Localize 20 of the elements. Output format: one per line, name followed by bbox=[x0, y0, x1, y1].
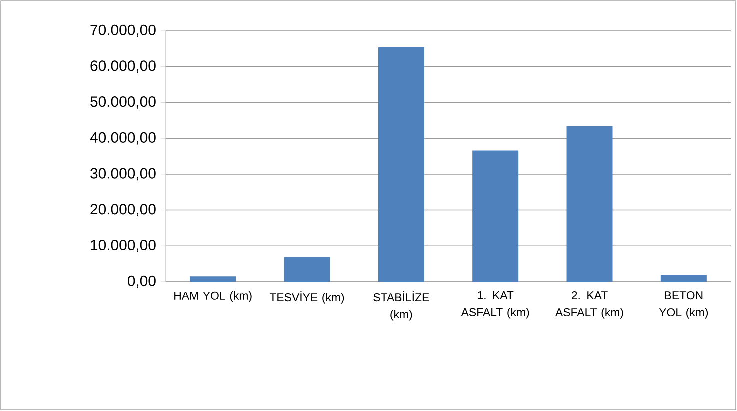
y-tick-label: 40.000,00 bbox=[90, 132, 156, 145]
bar bbox=[190, 276, 236, 282]
x-tick-label: 1. KAT ASFALT (km) bbox=[461, 292, 530, 319]
bar bbox=[660, 275, 707, 282]
y-tick-label: 70.000,00 bbox=[90, 24, 156, 38]
y-tick-label: 10.000,00 bbox=[91, 240, 156, 252]
y-tick-label: 60.000,00 bbox=[90, 60, 156, 74]
bar bbox=[566, 126, 613, 282]
y-tick-label: 30.000,00 bbox=[90, 168, 156, 181]
bar bbox=[378, 47, 424, 282]
x-tick-label: TESVİYE (km) bbox=[270, 292, 344, 304]
y-tick-label: 20.000,00 bbox=[90, 204, 156, 216]
bar bbox=[472, 150, 519, 282]
y-tick-label: 0,00 bbox=[128, 276, 156, 288]
y-tick-label: 50.000,00 bbox=[90, 96, 156, 109]
x-tick-label: STABİLİZE (km) bbox=[374, 292, 430, 321]
x-tick-label: HAM YOL (km) bbox=[174, 292, 252, 302]
x-tick-label: BETON YOL (km) bbox=[659, 292, 708, 319]
x-tick-label: 2. KAT ASFALT (km) bbox=[556, 292, 624, 319]
bar bbox=[284, 257, 330, 282]
